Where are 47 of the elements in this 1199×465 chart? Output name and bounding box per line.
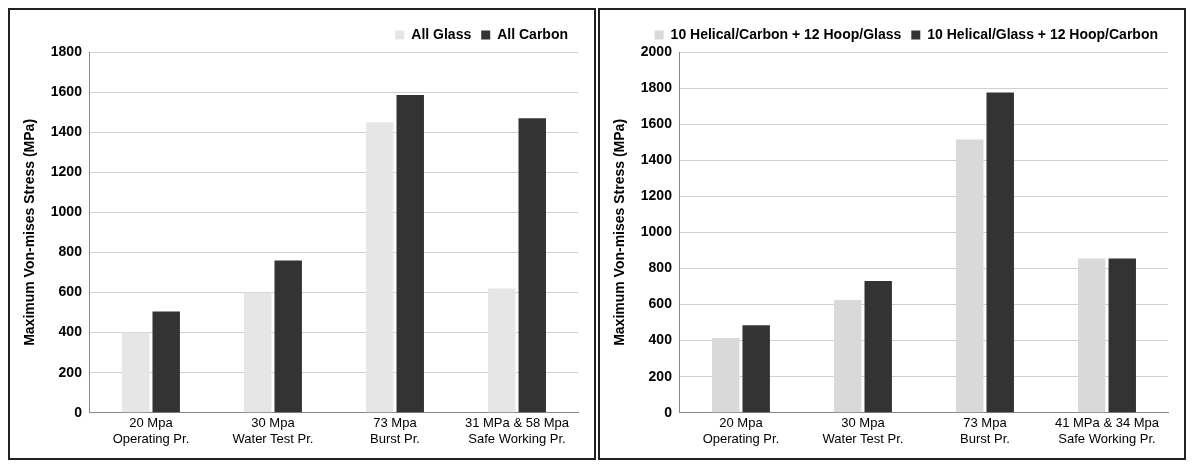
y-tick-label: 0 [74,403,83,420]
y-tick-label: 800 [648,259,673,276]
y-tick-label: 1600 [640,115,673,132]
y-tick-label: 400 [648,331,673,348]
y-tick-label: 2000 [640,42,673,59]
bar [986,92,1014,413]
bar [121,332,150,413]
bar [518,118,546,413]
y-tick-label: 800 [58,243,83,260]
x-tick-label: 20 Mpa Operating Pr. [112,415,190,446]
x-tick-label: 41 MPa & 34 Mpa Safe Working Pr. [1054,415,1160,446]
x-tick-label: 73 Mpa Burst Pr. [960,415,1010,446]
y-tick-label: 1800 [50,42,83,59]
x-tick-label: 20 Mpa Operating Pr. [702,415,780,446]
y-tick-label: 1000 [640,223,673,240]
y-tick-label: 0 [664,403,673,420]
y-tick-label: 600 [58,283,83,300]
y-tick-label: 1400 [640,151,673,168]
y-tick-label: 200 [648,367,673,384]
bar [274,260,302,413]
x-tick-label: 31 MPa & 58 Mpa Safe Working Pr. [464,415,570,446]
y-tick-label: 1000 [50,203,83,220]
bar [488,288,516,413]
legend-label: 10 Helical/Glass + 12 Hoop/Carbon [927,25,1158,42]
bar [864,281,892,413]
x-tick-label: 73 Mpa Burst Pr. [370,415,420,446]
y-tick-label: 1600 [50,82,83,99]
y-tick-label: 400 [58,323,83,340]
x-tick-label: 30 Mpa Water Test Pr. [822,415,904,446]
legend-label: All Glass [411,25,472,42]
y-tick-label: 1400 [50,123,83,140]
bar [243,292,272,413]
y-tick-label: 1200 [640,187,673,204]
y-tick-label: 200 [58,363,83,380]
bar [1108,258,1136,413]
x-tick-label: 30 Mpa Water Test Pr. [232,415,314,446]
y-axis-title: Maximum Von-mises Stress (MPa) [611,118,628,346]
bar [152,311,180,413]
y-axis-title: Maximum Von-mises Stress (MPa) [21,118,38,346]
bar [396,95,424,413]
y-tick-label: 1200 [50,163,83,180]
bar [366,122,394,413]
y-tick-label: 1800 [640,78,673,95]
legend-label: 10 Helical/Carbon + 12 Hoop/Glass [670,25,902,42]
legend-label: All Carbon [497,25,568,42]
bar [742,325,770,413]
y-tick-label: 600 [648,295,673,312]
